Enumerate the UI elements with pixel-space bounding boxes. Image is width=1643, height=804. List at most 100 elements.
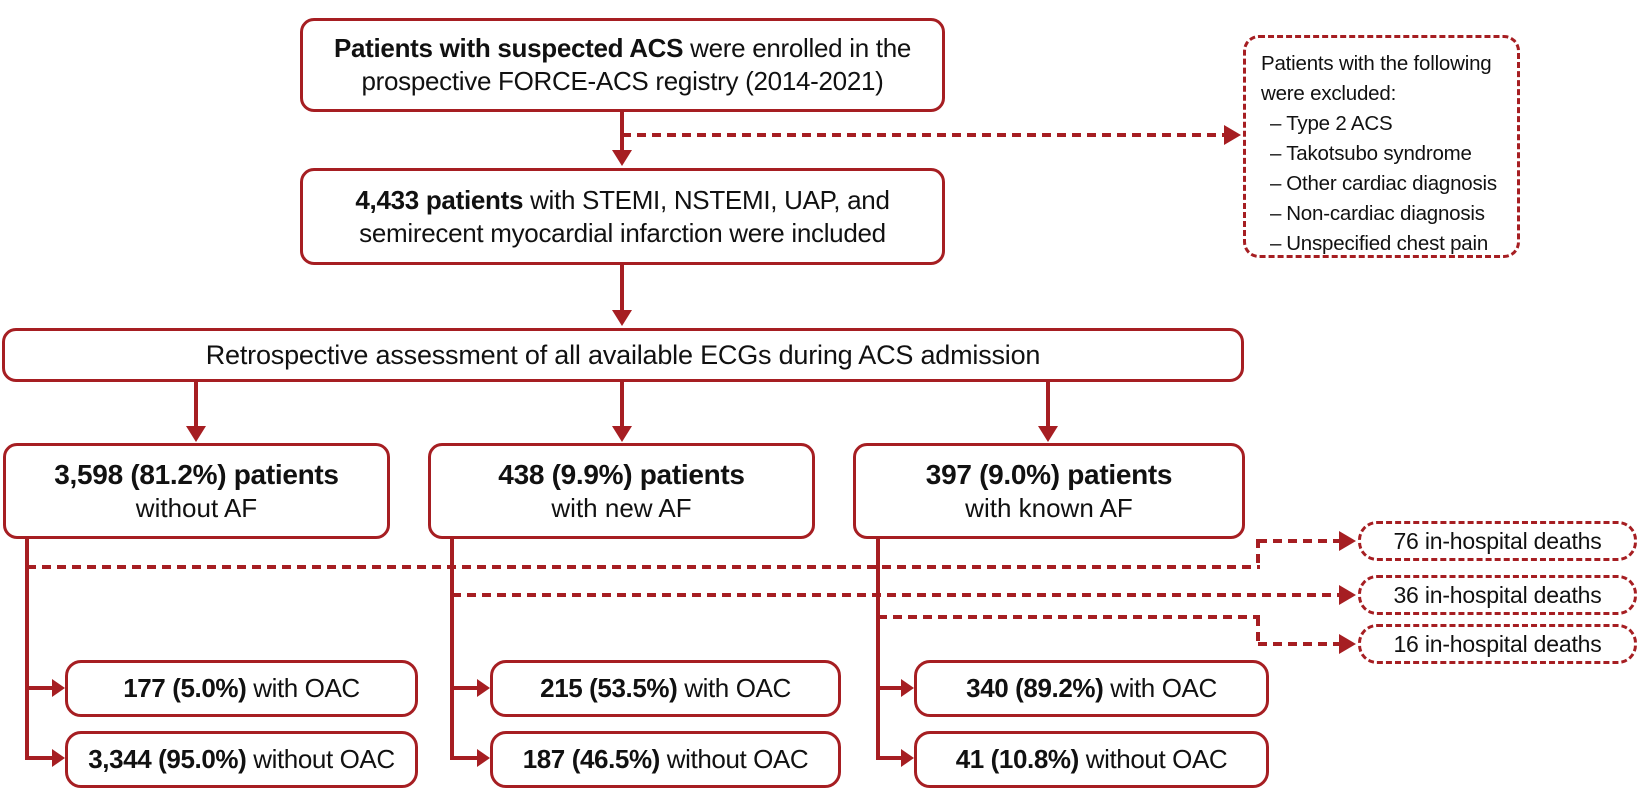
deaths-new-af-label: 36 in-hospital deaths — [1393, 581, 1602, 608]
no-af-with-oac-rest: with OAC — [246, 673, 360, 703]
included-rest: with STEMI, NSTEMI, UAP, and — [523, 184, 890, 215]
branch3-no-oac-arrowhead — [901, 749, 914, 767]
known-af-with-oac-text: 340 (89.2%) with OAC — [966, 673, 1217, 704]
exclusion-intro-line1: Patients with the following — [1261, 52, 1492, 75]
no-af-with-oac-box: 177 (5.0%) with OAC — [65, 660, 418, 717]
included-line1: 4,433 patients with STEMI, NSTEMI, UAP, … — [355, 184, 890, 217]
branch2-oac-arrowhead — [477, 679, 490, 697]
branch2-no-oac-arrowhead — [477, 749, 490, 767]
connector-assessment-branch3-arrowhead — [1038, 426, 1058, 442]
no-af-with-oac-text: 177 (5.0%) with OAC — [123, 673, 360, 704]
no-af-without-oac-rest: without OAC — [246, 744, 395, 774]
no-af-with-oac-count: 177 (5.0%) — [123, 673, 247, 703]
known-af-with-oac-rest: with OAC — [1103, 673, 1217, 703]
dashed-deaths2-arrowhead — [1339, 585, 1356, 605]
branch-no-af-count: 3,598 (81.2%) patients — [54, 459, 339, 490]
connector-assessment-branch3-line — [1046, 382, 1050, 428]
branch-no-af-label: without AF — [135, 493, 258, 523]
known-af-without-oac-text: 41 (10.8%) without OAC — [956, 744, 1228, 775]
dashed-deaths1-riser — [1256, 539, 1260, 569]
exclusion-item-label: Other cardiac diagnosis — [1286, 172, 1497, 195]
exclusion-item-label: Type 2 ACS — [1286, 112, 1393, 135]
connector-included-assessment-arrowhead — [612, 310, 632, 326]
known-af-without-oac-rest: without OAC — [1078, 744, 1228, 774]
dash-bullet: – — [1270, 172, 1282, 195]
branch3-oac-arrowhead — [901, 679, 914, 697]
branch-known-af-label: with known AF — [965, 493, 1133, 523]
branch1-drop-line — [25, 538, 29, 760]
dashed-deaths3-line — [878, 615, 1260, 619]
dashed-deaths1-stub — [1258, 539, 1340, 543]
new-af-without-oac-count: 187 (46.5%) — [522, 744, 661, 774]
deaths-new-af-box: 36 in-hospital deaths — [1358, 575, 1637, 615]
no-af-without-oac-count: 3,344 (95.0%) — [88, 744, 247, 774]
branch3-no-oac-arrow-line — [878, 756, 903, 760]
known-af-without-oac-box: 41 (10.8%) without OAC — [914, 731, 1269, 788]
known-af-without-oac-count: 41 (10.8%) — [955, 744, 1080, 774]
assessment-box: Retrospective assessment of all availabl… — [2, 328, 1244, 382]
no-af-without-oac-text: 3,344 (95.0%) without OAC — [88, 744, 395, 775]
dash-bullet: – — [1270, 232, 1282, 255]
exclusion-item-label: Non-cardiac diagnosis — [1286, 202, 1485, 225]
branch-no-af-box: 3,598 (81.2%) patients without AF — [3, 443, 390, 539]
dashed-exclusion-line — [622, 133, 1225, 137]
new-af-with-oac-count: 215 (53.5%) — [540, 673, 678, 703]
dashed-exclusion-arrowhead — [1224, 125, 1241, 145]
known-af-with-oac-count: 340 (89.2%) — [966, 673, 1104, 703]
new-af-without-oac-box: 187 (46.5%) without OAC — [490, 731, 841, 788]
connector-assessment-branch2-arrowhead — [612, 426, 632, 442]
enrollment-bold: Patients with suspected ACS — [333, 33, 684, 63]
exclusion-item: – Unspecified chest pain — [1261, 229, 1509, 259]
enrollment-rest: were enrolled in the — [683, 33, 912, 63]
dashed-deaths2-line — [452, 593, 1340, 597]
branch1-oac-arrow-line — [27, 686, 53, 690]
deaths-known-af-label: 16 in-hospital deaths — [1393, 630, 1602, 657]
dashed-deaths1-arrowhead — [1339, 531, 1356, 551]
no-af-without-oac-box: 3,344 (95.0%) without OAC — [65, 731, 418, 788]
exclusion-item: – Type 2 ACS — [1261, 109, 1509, 139]
branch3-drop-line — [876, 538, 880, 760]
branch2-no-oac-arrow-line — [452, 756, 478, 760]
exclusion-item: – Takotsubo syndrome — [1261, 139, 1509, 169]
exclusion-item: – Other cardiac diagnosis — [1261, 169, 1509, 199]
new-af-with-oac-rest: with OAC — [677, 673, 791, 703]
enrollment-box: Patients with suspected ACS were enrolle… — [300, 18, 945, 112]
new-af-without-oac-rest: without OAC — [659, 744, 809, 774]
branch-known-af-box: 397 (9.0%) patients with known AF — [853, 443, 1245, 539]
branch-new-af-box: 438 (9.9%) patients with new AF — [428, 443, 815, 539]
branch-new-af-count: 438 (9.9%) patients — [498, 459, 745, 490]
deaths-known-af-box: 16 in-hospital deaths — [1358, 624, 1637, 664]
known-af-with-oac-box: 340 (89.2%) with OAC — [914, 660, 1269, 717]
deaths-no-af-label: 76 in-hospital deaths — [1393, 527, 1602, 554]
enrollment-line2: prospective FORCE-ACS registry (2014-202… — [361, 66, 884, 96]
dash-bullet: – — [1270, 112, 1282, 135]
branch3-oac-arrow-line — [878, 686, 903, 690]
dashed-deaths1-line — [27, 565, 1260, 569]
new-af-with-oac-text: 215 (53.5%) with OAC — [540, 673, 791, 704]
branch2-oac-arrow-line — [452, 686, 478, 690]
included-line2: semirecent myocardial infarction were in… — [359, 217, 886, 248]
dash-bullet: – — [1270, 202, 1282, 225]
connector-included-assessment-line — [620, 265, 624, 312]
connector-assessment-branch2-line — [620, 382, 624, 428]
dashed-deaths3-riser — [1256, 617, 1260, 646]
exclusion-intro-line2: were excluded: — [1261, 82, 1397, 105]
branch1-no-oac-arrow-line — [27, 756, 53, 760]
new-af-with-oac-box: 215 (53.5%) with OAC — [490, 660, 841, 717]
branch-known-af-count: 397 (9.0%) patients — [925, 459, 1173, 490]
branch2-drop-line — [450, 538, 454, 760]
enrollment-line1: Patients with suspected ACS were enrolle… — [334, 32, 911, 65]
assessment-text: Retrospective assessment of all availabl… — [205, 339, 1041, 370]
connector-enrollment-included-arrowhead — [612, 150, 632, 166]
exclusion-item: – Non-cardiac diagnosis — [1261, 199, 1509, 229]
dashed-deaths3-arrowhead — [1339, 634, 1356, 654]
branch1-no-oac-arrowhead — [52, 749, 65, 767]
connector-assessment-branch1-arrowhead — [186, 426, 206, 442]
dashed-deaths3-stub — [1258, 642, 1340, 646]
new-af-without-oac-text: 187 (46.5%) without OAC — [523, 744, 809, 775]
connector-assessment-branch1-line — [194, 382, 198, 428]
exclusion-item-label: Takotsubo syndrome — [1286, 142, 1472, 165]
dash-bullet: – — [1270, 142, 1282, 165]
included-bold: 4,433 patients — [355, 184, 524, 215]
